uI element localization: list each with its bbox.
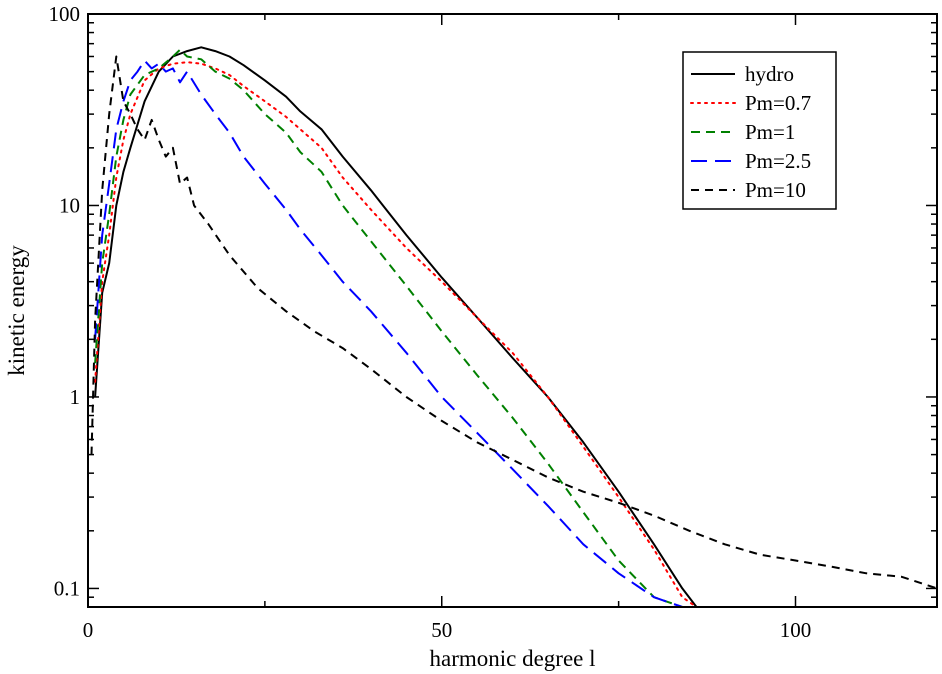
y-tick-label: 10 <box>59 193 80 217</box>
x-tick-label: 100 <box>780 618 812 642</box>
x-tick-label: 50 <box>431 618 452 642</box>
legend-box <box>682 51 837 210</box>
legend-label: Pm=0.7 <box>745 91 811 115</box>
x-axis-label: harmonic degree l <box>429 646 595 671</box>
y-tick-label: 1 <box>70 385 81 409</box>
plot-area-frame <box>87 13 938 608</box>
series-line-3 <box>94 48 683 607</box>
series-line-2 <box>94 61 698 607</box>
legend-label: hydro <box>745 62 794 86</box>
y-axis-label: kinetic energy <box>4 245 29 376</box>
legend-label: Pm=10 <box>745 178 806 202</box>
series-line-4 <box>94 59 711 607</box>
y-tick-label: 0.1 <box>54 576 80 600</box>
legend: hydro Pm=0.7 Pm=1 Pm=2.5 Pm=10 <box>682 51 837 210</box>
series-line-1 <box>94 46 698 607</box>
x-tick-label: 0 <box>83 618 94 642</box>
series-layer <box>90 46 937 607</box>
ticks: 0 50 100 0.1 1 10 100 <box>49 2 937 642</box>
legend-label: Pm=2.5 <box>745 149 811 173</box>
y-tick-label: 100 <box>49 2 81 26</box>
series-line-5 <box>90 55 937 590</box>
legend-label: Pm=1 <box>745 120 795 144</box>
